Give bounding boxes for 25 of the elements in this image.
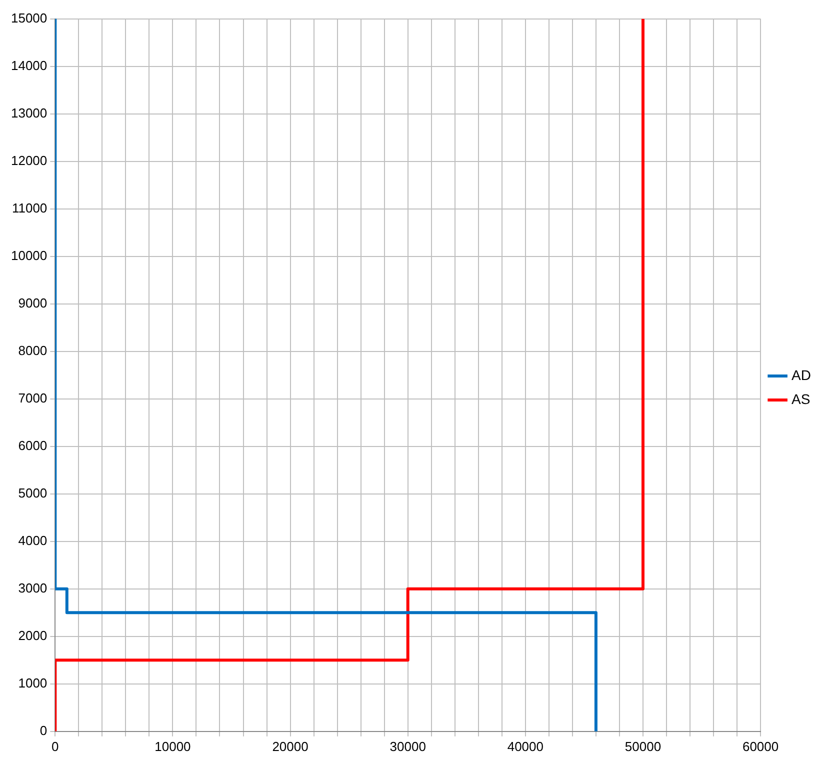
y-tick-label: 1000 bbox=[18, 675, 48, 690]
legend-label: AS bbox=[792, 390, 810, 407]
y-tick-label: 12000 bbox=[10, 152, 48, 168]
y-tick-label: 5000 bbox=[18, 485, 48, 500]
y-tick-label: 13000 bbox=[10, 105, 48, 120]
x-tick-label: 0 bbox=[52, 738, 59, 754]
legend-label: AD bbox=[792, 366, 812, 383]
y-tick-label: 2000 bbox=[18, 628, 48, 643]
x-tick-label: 30000 bbox=[390, 738, 426, 754]
y-tick-label: 9000 bbox=[18, 295, 48, 310]
y-tick-label: 7000 bbox=[18, 390, 48, 406]
y-tick-label: 10000 bbox=[10, 248, 48, 263]
x-tick-label: 60000 bbox=[742, 738, 779, 754]
y-tick-label: 4000 bbox=[18, 532, 48, 548]
y-tick-label: 15000 bbox=[10, 10, 48, 26]
y-tick-label: 11000 bbox=[12, 200, 48, 216]
y-tick-label: 3000 bbox=[18, 580, 48, 596]
y-tick-label: 0 bbox=[40, 722, 48, 738]
y-tick-label: 6000 bbox=[18, 438, 48, 453]
x-tick-label: 20000 bbox=[272, 738, 308, 754]
y-tick-label: 14000 bbox=[10, 58, 48, 73]
x-tick-label: 40000 bbox=[507, 738, 544, 754]
x-tick-label: 50000 bbox=[624, 738, 662, 754]
y-tick-label: 8000 bbox=[18, 342, 48, 358]
x-tick-label: 10000 bbox=[154, 738, 191, 754]
